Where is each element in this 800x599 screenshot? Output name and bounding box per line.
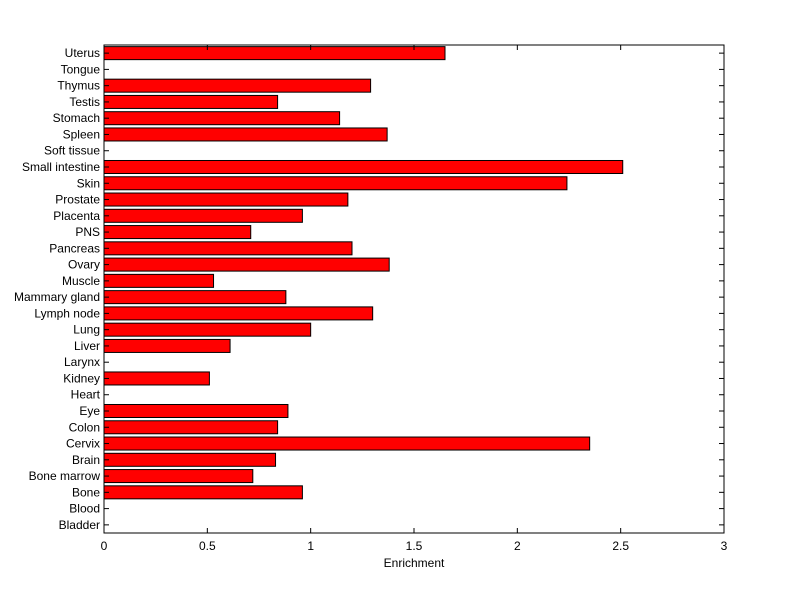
y-tick-label: Bone marrow: [29, 469, 101, 483]
x-tick-label: 0: [101, 539, 108, 553]
y-tick-label: Soft tissue: [44, 144, 100, 158]
y-tick-label: Spleen: [63, 127, 100, 141]
y-tick-label: Tongue: [61, 62, 101, 76]
bar-kidney: [103, 371, 210, 386]
bar-placenta: [103, 208, 303, 223]
y-tick-label: Eye: [79, 404, 100, 418]
x-tick-label: 3: [721, 539, 728, 553]
x-tick-label: 1.5: [406, 539, 423, 553]
bar-cervix: [103, 436, 591, 451]
bar-brain: [103, 452, 277, 467]
bar-skin: [103, 176, 568, 191]
bar-lung: [103, 322, 312, 337]
y-tick-label: Thymus: [57, 79, 100, 93]
bar-prostate: [103, 192, 349, 207]
bar-bone: [103, 485, 303, 500]
y-tick-label: Liver: [74, 339, 100, 353]
y-tick-label: Prostate: [55, 193, 100, 207]
y-tick-label: Kidney: [63, 371, 100, 385]
plot-area-frame: [103, 44, 725, 534]
y-tick-label: Lung: [73, 323, 100, 337]
x-axis-label: Enrichment: [384, 556, 445, 570]
x-tick-label: 1: [307, 539, 314, 553]
x-tick-label: 0.5: [199, 539, 216, 553]
y-tick-label: Lymph node: [34, 306, 100, 320]
bar-uterus: [103, 46, 446, 61]
y-tick-label: Muscle: [62, 274, 100, 288]
y-tick-label: Ovary: [68, 258, 100, 272]
bar-pancreas: [103, 241, 353, 256]
x-tick-label: 2: [514, 539, 521, 553]
bar-thymus: [103, 78, 372, 93]
y-tick-label: Small intestine: [22, 160, 100, 174]
bar-mammary-gland: [103, 290, 287, 305]
y-tick-label: Larynx: [64, 355, 100, 369]
bar-lymph-node: [103, 306, 374, 321]
y-tick-label: Pancreas: [49, 241, 100, 255]
bar-eye: [103, 403, 289, 419]
y-tick-label: Testis: [69, 95, 100, 109]
y-tick-label: Bone: [72, 485, 100, 499]
y-tick-label: Stomach: [53, 111, 100, 125]
bar-liver: [103, 338, 231, 353]
x-axis-ticks: 0 0.5 1 1.5 2 2.5 3: [101, 45, 728, 553]
bar-small-intestine: [103, 159, 624, 175]
y-tick-label: Heart: [71, 388, 101, 402]
x-tick-label: 2.5: [612, 539, 629, 553]
bar-stomach: [103, 111, 341, 126]
y-tick-label: Colon: [69, 420, 100, 434]
y-tick-label: Placenta: [53, 209, 100, 223]
bar-muscle: [103, 273, 215, 288]
bar-pns: [103, 225, 252, 240]
y-tick-label: Brain: [72, 453, 100, 467]
y-axis-ticks: Uterus Tongue Thymus Testis Stomach Spleen Sof…: [14, 46, 724, 532]
bar-colon: [103, 420, 279, 435]
y-tick-label: Cervix: [66, 437, 100, 451]
bars-group: [103, 46, 624, 500]
bar-spleen: [103, 127, 388, 142]
bar-ovary: [103, 257, 390, 272]
y-tick-label: Uterus: [65, 46, 100, 60]
y-tick-label: Bladder: [59, 518, 100, 532]
y-tick-label: Blood: [69, 502, 100, 516]
bar-bone-marrow: [103, 469, 254, 484]
y-tick-label: PNS: [75, 225, 100, 239]
bar-testis: [103, 94, 279, 109]
y-tick-label: Skin: [77, 176, 100, 190]
y-tick-label: Mammary gland: [14, 290, 100, 304]
